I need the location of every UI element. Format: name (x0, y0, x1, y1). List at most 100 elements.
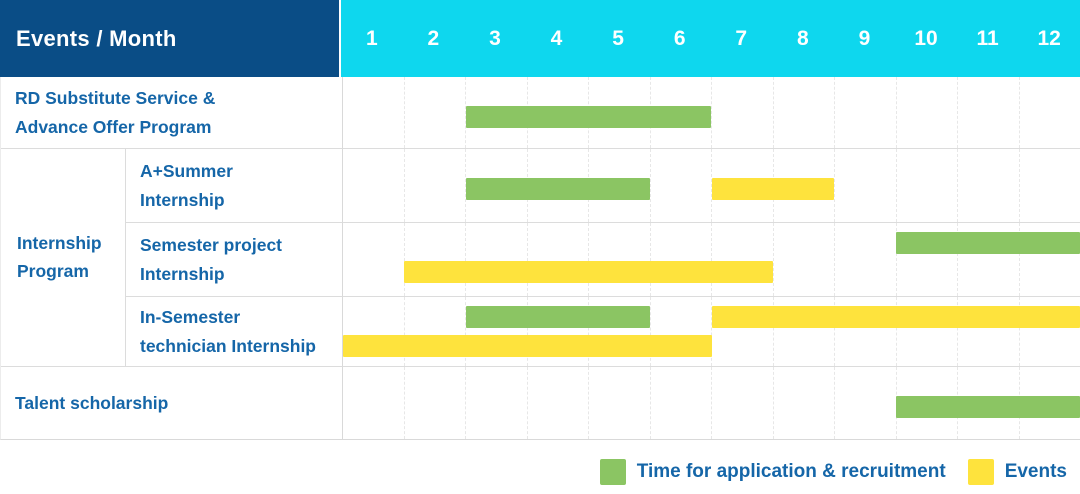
row-sublabel: In-Semester technician Internship (125, 296, 342, 366)
month-header-11: 11 (976, 26, 999, 50)
grid-cell (957, 297, 1019, 366)
grid-cell (772, 77, 835, 148)
grid-cell (526, 297, 589, 366)
row-cells (342, 366, 1080, 439)
group-spacer (1, 148, 125, 222)
grid-cell (957, 77, 1019, 148)
month-header-7: 7 (735, 26, 748, 50)
grid-cell (772, 367, 835, 439)
grid-cell (343, 223, 404, 296)
legend-label: Events (1004, 461, 1067, 482)
row-sublabel: A+Summer Internship (125, 148, 342, 222)
grid-cell (1018, 77, 1080, 148)
grid-cell (403, 297, 466, 366)
row-cells (342, 77, 1080, 148)
grid-cell (1018, 297, 1080, 366)
grid-cell (895, 77, 958, 148)
grid-cell (649, 367, 712, 439)
grid-cell (772, 297, 835, 366)
legend-item-application: Time for application & recruitment (599, 459, 946, 485)
table-row: Talent scholarship (1, 366, 1080, 439)
gantt-bar-application (465, 106, 712, 128)
month-header-row: 1 2 3 4 5 6 7 8 9 10 11 12 (341, 0, 1080, 77)
grid-cell (465, 223, 527, 296)
row-label: Talent scholarship (1, 366, 342, 439)
table-header: Events / Month 1 2 3 4 5 6 7 8 9 10 11 12 (0, 0, 1080, 77)
legend-swatch-application (599, 459, 626, 485)
legend: Time for application & recruitment Events (0, 440, 1080, 485)
grid-cell (772, 223, 835, 296)
grid-cell (465, 297, 527, 366)
grid-cell (649, 297, 712, 366)
gantt-bar-event (404, 261, 773, 283)
grid-cell (834, 149, 896, 222)
events-month-table: Events / Month 1 2 3 4 5 6 7 8 9 10 11 12 RD Substi… (0, 0, 1080, 440)
grid-cell (588, 297, 650, 366)
group-label-internship-program: Internship Program (17, 232, 102, 281)
table-body: RD Substitute Service & Advance Offer Pr… (0, 77, 1080, 440)
grid-cell (711, 297, 773, 366)
row-cells (342, 222, 1080, 296)
grid-cell (403, 77, 466, 148)
grid-cell (526, 223, 589, 296)
table-row: A+Summer Internship (1, 148, 1080, 222)
grid-cell (465, 149, 527, 222)
row-sublabel: Semester project Internship (125, 222, 342, 296)
grid-cell (834, 223, 896, 296)
month-header-10: 10 (914, 26, 938, 50)
gantt-bar-application (465, 178, 651, 200)
grid-cell (834, 77, 896, 148)
grid-cell (588, 223, 650, 296)
row-cells (342, 148, 1080, 222)
grid-cell (403, 367, 466, 439)
grid-cell (343, 149, 404, 222)
grid-cell (1018, 223, 1080, 296)
month-header-1: 1 (365, 26, 378, 50)
gantt-bar-application (465, 306, 651, 328)
grid-cell (711, 367, 773, 439)
grid-cell (465, 367, 527, 439)
grid-cell (834, 367, 896, 439)
month-header-3: 3 (489, 26, 501, 50)
legend-label: Time for application & recruitment (636, 461, 946, 482)
gantt-bar-application (895, 396, 1080, 418)
legend-item-event: Events (967, 459, 1067, 485)
month-header-2: 2 (427, 26, 440, 50)
gantt-bar-event (711, 178, 835, 200)
grid-cell (526, 367, 589, 439)
month-header-8: 8 (796, 26, 809, 50)
table-row: In-Semester technician Internship (1, 296, 1080, 366)
table-header-corner: Events / Month (0, 0, 341, 77)
table-row: RD Substitute Service & Advance Offer Pr… (1, 77, 1080, 148)
grid-cell (1018, 149, 1080, 222)
gantt-bar-event (343, 335, 712, 357)
row-cells (342, 296, 1080, 366)
grid-cell (649, 149, 712, 222)
grid-cell (465, 77, 527, 148)
grid-cell (343, 367, 404, 439)
grid-cell (403, 223, 466, 296)
grid-cell (895, 297, 958, 366)
gantt-bar-application (895, 232, 1080, 254)
grid-cell (711, 77, 773, 148)
grid-cell (711, 223, 773, 296)
grid-cell (343, 77, 404, 148)
grid-cell (403, 149, 466, 222)
grid-cell (649, 223, 712, 296)
month-header-12: 12 (1037, 26, 1061, 50)
month-header-6: 6 (673, 26, 686, 50)
gantt-bar-event (711, 306, 1080, 328)
grid-cell (834, 297, 896, 366)
grid-cell (957, 223, 1019, 296)
row-label: RD Substitute Service & Advance Offer Pr… (15, 88, 216, 137)
grid-cell (895, 149, 958, 222)
month-header-4: 4 (550, 26, 563, 50)
month-header-9: 9 (858, 26, 871, 50)
month-header-5: 5 (612, 26, 624, 50)
grid-cell (588, 367, 650, 439)
grid-cell (895, 223, 958, 296)
table-title: Events / Month (16, 25, 177, 51)
legend-swatch-event (967, 459, 994, 485)
grid-cell (957, 149, 1019, 222)
